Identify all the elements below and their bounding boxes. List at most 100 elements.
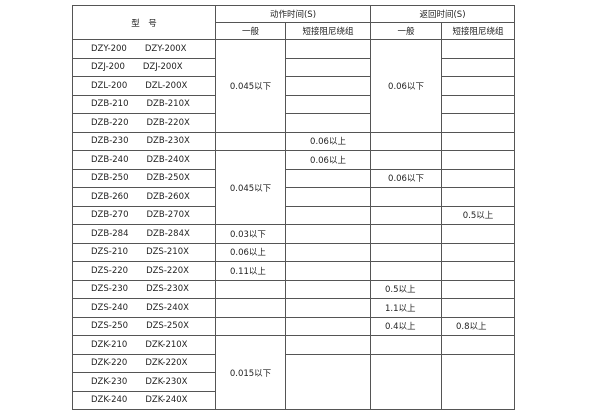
action-short-damping-cell [285,279,371,299]
return-general-cell [370,224,442,244]
table-row: DZB-220 DZB-220X [72,113,515,133]
table-row: DZL-200 DZL-200X [72,76,515,96]
model-x-variant: DZL-200X [145,80,188,91]
return-short-damping-cell [441,261,515,281]
return-short-damping-cell [441,242,515,262]
table-row: DZS-250 DZS-250X 0.4以上 0.8以上 [72,316,515,336]
action-general-cell: 0.045以下 [215,39,286,133]
model-standard: DZB-230 [91,136,129,147]
table-row: DZK-210 DZK-210X 0.015以下 [72,335,515,410]
action-short-damping-cell [285,224,371,244]
table-row: DZJ-200 DZJ-200X [72,57,515,77]
table-row: DZS-220 DZS-220X 0.11以上 [72,261,515,281]
table-row: DZB-230 DZB-230X 0.06以上 [72,131,515,151]
action-short-damping-cell [285,242,371,262]
model-cell: DZB-260 DZB-260X [72,187,216,207]
model-standard: DZS-210 [91,247,129,258]
return-short-damping-cell [441,168,515,188]
action-short-damping-cell [285,94,371,114]
action-short-damping-cell [285,39,371,59]
return-general-cell [370,205,442,225]
action-short-damping-cell [285,261,371,281]
action-short-damping-cell [285,76,371,96]
return-general-cell: 0.4以上 [370,316,442,336]
return-short-damping-cell: 0.8以上 [441,316,515,336]
model-cell: DZL-200 DZL-200X [72,76,216,96]
return-general-cell [370,131,442,151]
header-action-general: 一般 [215,22,286,40]
table-row: DZB-250 DZB-250X 0.06以下 [72,168,515,188]
action-general-cell [215,298,286,318]
model-cell: DZB-240 DZB-240X [72,150,216,170]
action-short-damping-cell: 0.06以上 [285,150,371,170]
table-body: DZY-200 DZY-200X 0.045以下 0.06以下 DZJ-200 DZJ-2… [72,39,515,410]
return-short-damping-cell [441,279,515,299]
model-standard: DZB-250 [91,173,129,184]
model-x-variant: DZS-240X [146,302,189,313]
return-general-cell [370,150,442,170]
model-standard: DZJ-200 [91,62,125,73]
model-x-variant: DZB-210X [146,99,190,110]
return-short-damping-cell [441,187,515,207]
model-x-variant: DZK-240X [145,395,188,406]
action-general-cell: 0.11以上 [215,261,286,281]
action-short-damping-cell [285,168,371,188]
model-cell: DZB-210 DZB-210X [72,94,216,114]
model-cell: DZJ-200 DZJ-200X [72,57,216,77]
model-standard: DZB-284 [91,228,129,239]
action-general-cell [215,131,286,151]
action-general-cell [215,279,286,299]
return-general-cell: 0.06以下 [370,39,442,133]
model-standard: DZK-220 [91,358,128,369]
model-standard: DZK-240 [91,395,128,406]
model-cell: DZB-230 DZB-230X [72,131,216,151]
return-short-damping-cell: 0.5以上 [441,205,515,225]
action-short-damping-cell [285,353,371,410]
table-row: DZB-210 DZB-210X [72,94,515,114]
model-cell: DZS-240 DZS-240X [72,298,216,318]
return-general-cell [370,353,442,410]
return-short-damping-cell [441,94,515,114]
model-standard: DZB-260 [91,191,129,202]
return-short-damping-cell [441,335,515,355]
model-cell: DZB-270 DZB-270X [72,205,216,225]
model-x-variant: DZB-250X [146,173,190,184]
model-x-variant: DZB-270X [146,210,190,221]
return-general-cell [370,242,442,262]
return-general-cell [370,187,442,207]
model-cell: DZS-210 DZS-210X [72,242,216,262]
model-cell: DZK-210 DZK-210X [72,335,216,355]
model-standard: DZS-240 [91,302,129,313]
model-standard: DZS-230 [91,284,129,295]
model-cell: DZY-200 DZY-200X [72,39,216,59]
model-standard: DZB-220 [91,117,129,128]
model-x-variant: DZB-220X [146,117,190,128]
model-x-variant: DZB-230X [146,136,190,147]
return-short-damping-cell [441,131,515,151]
header-action-short-damping: 短接阻尼绕组 [285,22,371,40]
header-return-short-damping: 短接阻尼绕组 [441,22,515,40]
model-x-variant: DZS-250X [146,321,189,332]
action-general-cell [215,316,286,336]
model-cell: DZB-220 DZB-220X [72,113,216,133]
model-x-variant: DZK-230X [145,376,188,387]
table-row: DZB-240 DZB-240X 0.045以下 0.06以上 [72,150,515,225]
model-x-variant: DZY-200X [144,43,187,54]
table-row: DZY-200 DZY-200X 0.045以下 0.06以下 [72,39,515,133]
model-standard: DZB-240 [91,154,129,165]
model-x-variant: DZB-240X [146,154,190,165]
model-x-variant: DZS-210X [146,247,189,258]
model-x-variant: DZS-230X [146,284,189,295]
model-standard: DZB-270 [91,210,129,221]
table-row: DZB-260 DZB-260X [72,187,515,207]
model-standard: DZS-220 [91,265,129,276]
model-cell: DZK-230 DZK-230X [72,372,216,392]
model-x-variant: DZB-260X [146,191,190,202]
model-standard: DZB-210 [91,99,129,110]
table-row: DZS-240 DZS-240X 1.1以上 [72,298,515,318]
return-general-cell [370,261,442,281]
action-short-damping-cell [285,205,371,225]
return-short-damping-cell [441,224,515,244]
header-action-time: 动作时间(S) [215,5,371,23]
return-short-damping-cell [441,76,515,96]
